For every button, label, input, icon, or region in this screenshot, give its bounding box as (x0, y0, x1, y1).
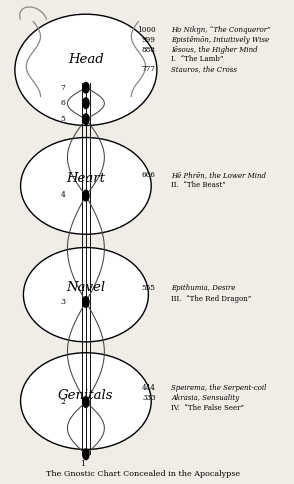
Text: Stauros, the Cross: Stauros, the Cross (171, 65, 237, 73)
Text: I.  “The Lamb”: I. “The Lamb” (171, 55, 224, 62)
Text: 1: 1 (81, 458, 86, 467)
Text: Iēsous, the Higher Mind: Iēsous, the Higher Mind (171, 46, 258, 54)
Circle shape (83, 191, 89, 201)
Text: Heart: Heart (66, 172, 105, 185)
Text: 555: 555 (142, 284, 156, 292)
Text: 777: 777 (142, 65, 156, 73)
Text: 3: 3 (61, 297, 66, 305)
Ellipse shape (21, 353, 151, 450)
Circle shape (83, 83, 89, 94)
Circle shape (83, 99, 89, 109)
Text: Genitals: Genitals (58, 389, 114, 401)
Text: 1000: 1000 (137, 26, 156, 34)
Text: 333: 333 (142, 393, 156, 401)
Circle shape (83, 297, 89, 308)
Text: 4: 4 (61, 191, 66, 199)
Text: Epistēmōn, Intuitively Wise: Epistēmōn, Intuitively Wise (171, 36, 269, 44)
Circle shape (83, 397, 89, 408)
Text: Epithumia, Desire: Epithumia, Desire (171, 284, 235, 292)
Circle shape (83, 449, 89, 460)
Text: 2: 2 (61, 397, 66, 405)
Text: Akrasia, Sensuality: Akrasia, Sensuality (171, 393, 239, 401)
Text: IV.  “The False Seer”: IV. “The False Seer” (171, 403, 244, 411)
Text: 999: 999 (142, 36, 156, 44)
Text: Head: Head (68, 53, 104, 66)
Text: The Gnostic Chart Concealed in the Apocalypse: The Gnostic Chart Concealed in the Apoca… (46, 469, 240, 477)
Circle shape (83, 115, 89, 125)
Text: Hē Phrēn, the Lower Mind: Hē Phrēn, the Lower Mind (171, 170, 266, 179)
Ellipse shape (21, 138, 151, 235)
Text: 5: 5 (61, 115, 66, 123)
Text: 6: 6 (61, 99, 66, 107)
Text: Navel: Navel (66, 280, 106, 293)
Ellipse shape (24, 248, 148, 342)
Text: 888: 888 (142, 46, 156, 54)
Text: II.  “The Beast”: II. “The Beast” (171, 181, 226, 189)
Text: 666: 666 (142, 170, 156, 179)
Text: 7: 7 (61, 84, 66, 91)
Text: Speirema, the Serpent-coil: Speirema, the Serpent-coil (171, 383, 266, 391)
Ellipse shape (15, 15, 157, 126)
Text: III.  “The Red Dragon”: III. “The Red Dragon” (171, 294, 251, 302)
Text: 444: 444 (142, 383, 156, 391)
Text: Ho Nikŋn, “The Conqueror”: Ho Nikŋn, “The Conqueror” (171, 26, 271, 34)
